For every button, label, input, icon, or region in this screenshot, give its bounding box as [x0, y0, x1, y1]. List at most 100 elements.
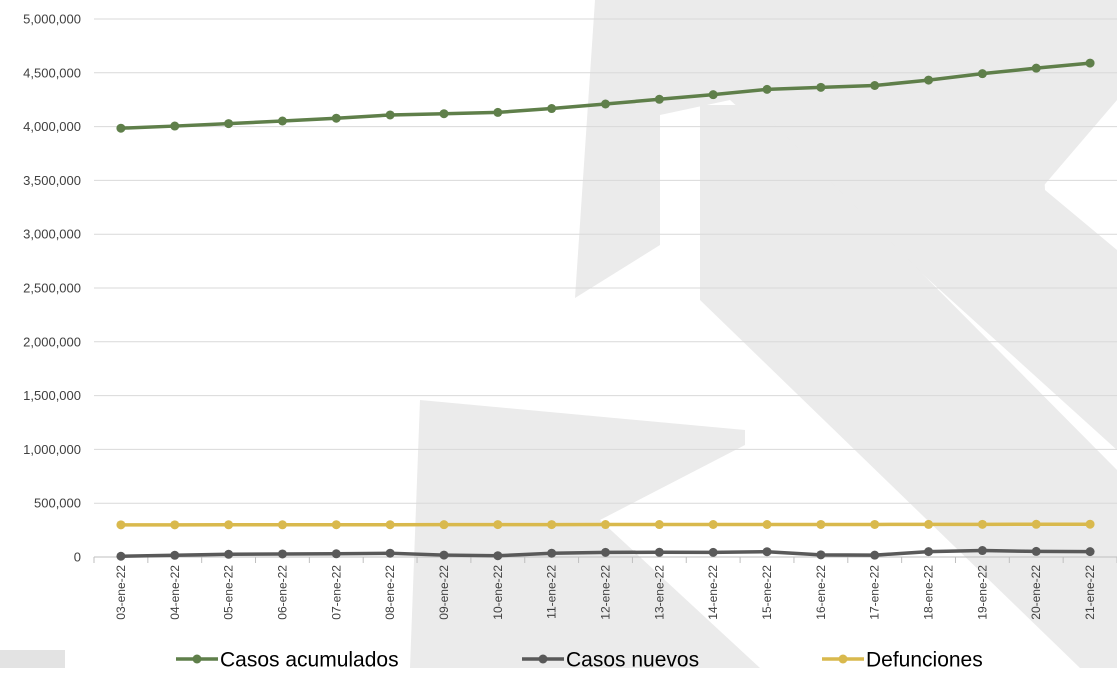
data-point-defunciones	[816, 519, 826, 529]
x-tick-label: 18-ene-22	[922, 565, 936, 620]
x-tick-label: 17-ene-22	[868, 565, 882, 620]
data-point-casos-acumulados	[708, 90, 718, 100]
watermark-arrow-bottom	[410, 400, 760, 668]
data-point-casos-acumulados	[547, 104, 557, 114]
y-tick-label: 5,000,000	[23, 12, 81, 27]
data-point-defunciones	[1085, 519, 1095, 529]
x-tick-label: 14-ene-22	[706, 565, 720, 620]
data-point-casos-acumulados	[654, 94, 664, 104]
data-point-defunciones	[331, 520, 341, 530]
data-point-casos-acumulados	[170, 121, 180, 131]
y-tick-label: 3,000,000	[23, 227, 81, 242]
data-point-defunciones	[601, 520, 610, 530]
x-tick-label: 09-ene-22	[437, 565, 451, 620]
watermark-arrow-right	[865, 0, 1117, 190]
data-point-casos-acumulados	[601, 99, 610, 109]
watermark-band-lower	[700, 105, 1117, 668]
x-tick-label: 19-ene-22	[975, 565, 989, 620]
x-tick-label: 11-ene-22	[545, 565, 559, 619]
x-tick-label: 12-ene-22	[599, 565, 613, 620]
x-tick-label: 16-ene-22	[814, 565, 828, 620]
data-point-casos-nuevos	[493, 551, 503, 561]
data-point-defunciones	[224, 520, 234, 530]
data-point-casos-nuevos	[277, 549, 287, 559]
data-point-casos-nuevos	[708, 547, 718, 557]
data-point-casos-acumulados	[493, 107, 503, 117]
data-point-casos-acumulados	[762, 84, 772, 94]
data-point-casos-nuevos	[547, 548, 557, 558]
data-point-casos-nuevos	[224, 549, 234, 559]
data-point-casos-acumulados	[331, 113, 341, 123]
legend-label-defunciones: Defunciones	[866, 649, 983, 669]
legend-label-casos-acumulados: Casos acumulados	[220, 649, 399, 669]
x-tick-label: 15-ene-22	[760, 565, 774, 620]
data-point-casos-nuevos	[385, 548, 395, 558]
data-point-defunciones	[385, 520, 395, 530]
data-point-casos-acumulados	[439, 109, 449, 119]
data-point-casos-acumulados	[1085, 58, 1095, 68]
x-tick-label: 07-ene-22	[329, 565, 343, 620]
y-tick-label: 2,000,000	[23, 334, 81, 349]
data-point-casos-acumulados	[924, 75, 934, 85]
y-tick-label: 4,000,000	[23, 119, 81, 134]
x-tick-label: 06-ene-22	[275, 565, 289, 620]
y-tick-label: 4,500,000	[23, 65, 81, 80]
x-tick-label: 05-ene-22	[222, 565, 236, 620]
data-point-casos-nuevos	[170, 550, 180, 560]
data-point-casos-nuevos	[870, 550, 880, 560]
data-point-casos-nuevos	[116, 551, 126, 561]
data-point-defunciones	[924, 519, 934, 529]
data-point-casos-nuevos	[439, 550, 449, 560]
x-tick-label: 04-ene-22	[168, 565, 182, 620]
x-tick-label: 03-ene-22	[114, 565, 128, 620]
data-point-defunciones	[170, 520, 180, 530]
data-point-casos-nuevos	[1085, 547, 1095, 557]
legend: Casos acumulados Casos nuevos Defunciones	[176, 649, 983, 672]
data-point-defunciones	[116, 520, 126, 530]
data-point-defunciones	[870, 519, 880, 529]
x-tick-label: 08-ene-22	[383, 565, 397, 620]
data-point-defunciones	[654, 520, 664, 530]
data-point-defunciones	[708, 520, 718, 530]
data-point-defunciones	[493, 520, 503, 530]
y-axis: 0 500,000 1,000,000 1,500,000 2,000,000 2,500…	[23, 12, 81, 565]
data-point-defunciones	[1031, 519, 1041, 529]
data-point-casos-nuevos	[331, 549, 341, 559]
data-point-casos-nuevos	[762, 547, 772, 557]
data-point-casos-nuevos	[924, 547, 934, 557]
series-lines	[116, 58, 1095, 561]
data-point-casos-acumulados	[870, 80, 880, 90]
legend-marker-casos-nuevos	[538, 654, 548, 664]
data-point-defunciones	[762, 520, 772, 530]
data-point-defunciones	[439, 520, 449, 530]
data-point-casos-acumulados	[385, 110, 395, 120]
x-tick-label: 20-ene-22	[1029, 565, 1043, 620]
x-tick-label: 10-ene-22	[491, 565, 505, 620]
legend-marker-casos-acumulados	[192, 654, 202, 664]
data-point-casos-acumulados	[816, 82, 826, 92]
data-point-casos-acumulados	[224, 119, 234, 129]
y-tick-label: 0	[74, 550, 81, 565]
x-tick-label: 21-ene-22	[1083, 565, 1097, 620]
data-point-defunciones	[977, 519, 987, 529]
data-point-casos-nuevos	[601, 547, 610, 557]
data-point-casos-acumulados	[1031, 63, 1041, 73]
gridlines	[94, 18, 1117, 558]
data-point-casos-nuevos	[816, 550, 826, 560]
x-tick-label: 13-ene-22	[652, 565, 666, 620]
data-point-casos-nuevos	[977, 546, 987, 556]
data-point-casos-nuevos	[1031, 546, 1041, 556]
data-point-defunciones	[277, 520, 287, 530]
y-tick-label: 2,500,000	[23, 281, 81, 296]
x-axis: 03-ene-22 04-ene-22 05-ene-22 06-ene-22 07-e…	[93, 557, 1117, 620]
y-tick-label: 3,500,000	[23, 173, 81, 188]
legend-label-casos-nuevos: Casos nuevos	[566, 649, 699, 669]
watermark-corner-arrow	[0, 650, 65, 668]
legend-marker-defunciones	[838, 654, 848, 664]
data-point-casos-acumulados	[977, 69, 987, 79]
data-point-casos-nuevos	[654, 547, 664, 557]
data-point-casos-acumulados	[277, 116, 287, 126]
